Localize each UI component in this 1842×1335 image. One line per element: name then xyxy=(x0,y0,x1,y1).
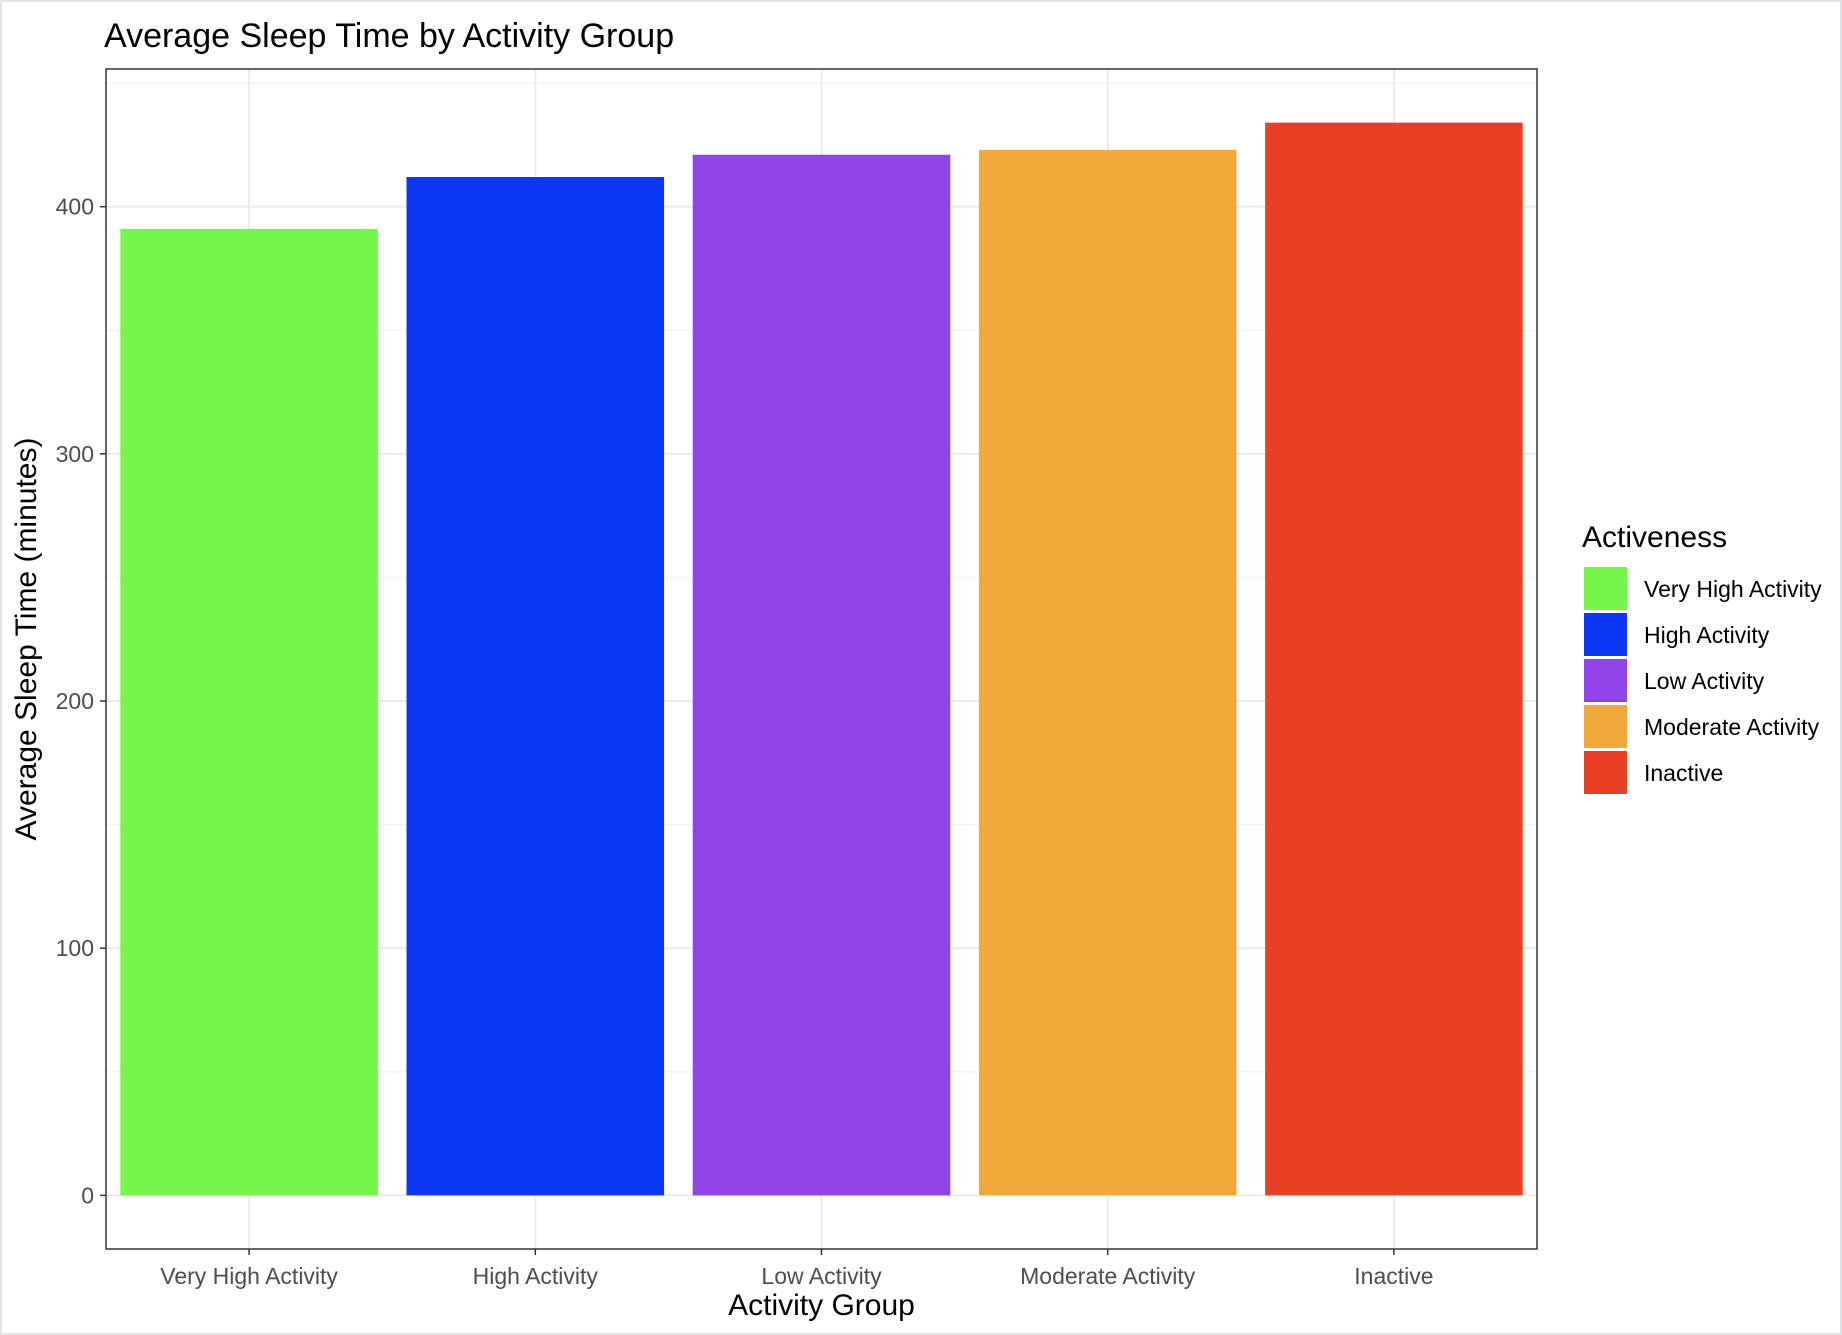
x-tick-label: Moderate Activity xyxy=(1020,1263,1196,1289)
bar-very-high-activity xyxy=(120,228,378,1196)
legend-swatch xyxy=(1584,751,1627,794)
bar-high-activity xyxy=(406,177,665,1196)
legend-title: Activeness xyxy=(1582,521,1727,554)
y-axis-title: Average Sleep Time (minutes) xyxy=(10,438,43,841)
legend-swatch xyxy=(1584,613,1627,656)
y-tick-label: 200 xyxy=(56,688,94,714)
bars xyxy=(120,122,1523,1196)
x-tick-label: Inactive xyxy=(1354,1263,1433,1289)
y-tick-label: 300 xyxy=(56,441,94,467)
bar-moderate-activity xyxy=(978,149,1237,1196)
x-tick-label: High Activity xyxy=(473,1263,599,1289)
legend-swatch xyxy=(1584,705,1627,748)
legend-swatch xyxy=(1584,659,1627,702)
bar-inactive xyxy=(1265,122,1523,1196)
legend-label: High Activity xyxy=(1644,622,1770,648)
legend: Activeness Very High Activity High Activi… xyxy=(1582,521,1822,794)
legend-label: Inactive xyxy=(1644,760,1723,786)
y-tick-label: 100 xyxy=(56,935,94,961)
y-tick-label: 0 xyxy=(81,1182,94,1208)
bar-low-activity xyxy=(692,154,951,1196)
legend-swatch xyxy=(1584,567,1627,610)
chart-title: Average Sleep Time by Activity Group xyxy=(104,17,674,55)
legend-label: Moderate Activity xyxy=(1644,714,1820,740)
legend-label: Low Activity xyxy=(1644,668,1765,694)
y-tick-label: 400 xyxy=(56,194,94,220)
axes: 0 100 200 300 400 Very High Activity High Acti… xyxy=(56,194,1434,1289)
x-axis-title: Activity Group xyxy=(728,1289,915,1322)
x-tick-label: Low Activity xyxy=(761,1263,882,1289)
x-tick-label: Very High Activity xyxy=(160,1263,338,1289)
legend-label: Very High Activity xyxy=(1644,576,1822,602)
